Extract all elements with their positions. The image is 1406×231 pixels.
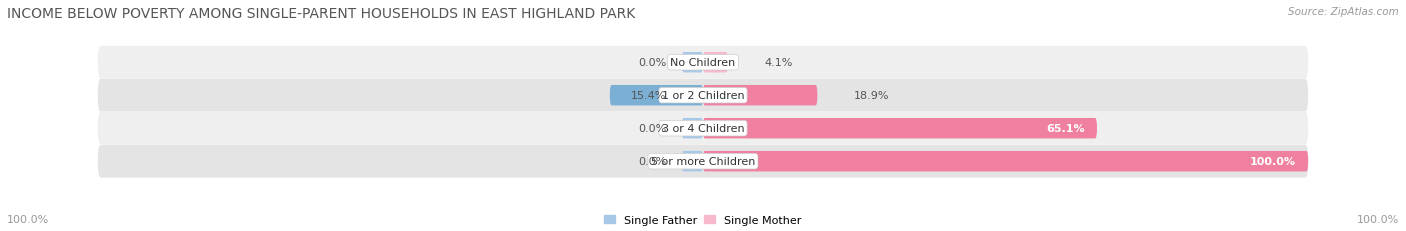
Text: 0.0%: 0.0% bbox=[638, 157, 666, 167]
FancyBboxPatch shape bbox=[98, 47, 1308, 79]
Text: 1 or 2 Children: 1 or 2 Children bbox=[662, 91, 744, 101]
Text: 5 or more Children: 5 or more Children bbox=[651, 157, 755, 167]
FancyBboxPatch shape bbox=[682, 53, 703, 73]
FancyBboxPatch shape bbox=[98, 79, 1308, 112]
Legend: Single Father, Single Mother: Single Father, Single Mother bbox=[605, 215, 801, 225]
FancyBboxPatch shape bbox=[703, 119, 1097, 139]
Text: 0.0%: 0.0% bbox=[638, 58, 666, 68]
Text: Source: ZipAtlas.com: Source: ZipAtlas.com bbox=[1288, 7, 1399, 17]
FancyBboxPatch shape bbox=[682, 151, 703, 172]
FancyBboxPatch shape bbox=[98, 145, 1308, 178]
Text: 18.9%: 18.9% bbox=[853, 91, 889, 101]
Text: 4.1%: 4.1% bbox=[763, 58, 793, 68]
FancyBboxPatch shape bbox=[703, 86, 817, 106]
Text: INCOME BELOW POVERTY AMONG SINGLE-PARENT HOUSEHOLDS IN EAST HIGHLAND PARK: INCOME BELOW POVERTY AMONG SINGLE-PARENT… bbox=[7, 7, 636, 21]
FancyBboxPatch shape bbox=[703, 53, 728, 73]
Text: 15.4%: 15.4% bbox=[631, 91, 666, 101]
FancyBboxPatch shape bbox=[98, 112, 1308, 145]
Text: 100.0%: 100.0% bbox=[1357, 214, 1399, 224]
Text: 65.1%: 65.1% bbox=[1046, 124, 1085, 134]
FancyBboxPatch shape bbox=[682, 119, 703, 139]
Text: 0.0%: 0.0% bbox=[638, 124, 666, 134]
FancyBboxPatch shape bbox=[703, 151, 1308, 172]
Text: No Children: No Children bbox=[671, 58, 735, 68]
Text: 100.0%: 100.0% bbox=[1250, 157, 1296, 167]
FancyBboxPatch shape bbox=[610, 86, 703, 106]
Text: 100.0%: 100.0% bbox=[7, 214, 49, 224]
Text: 3 or 4 Children: 3 or 4 Children bbox=[662, 124, 744, 134]
